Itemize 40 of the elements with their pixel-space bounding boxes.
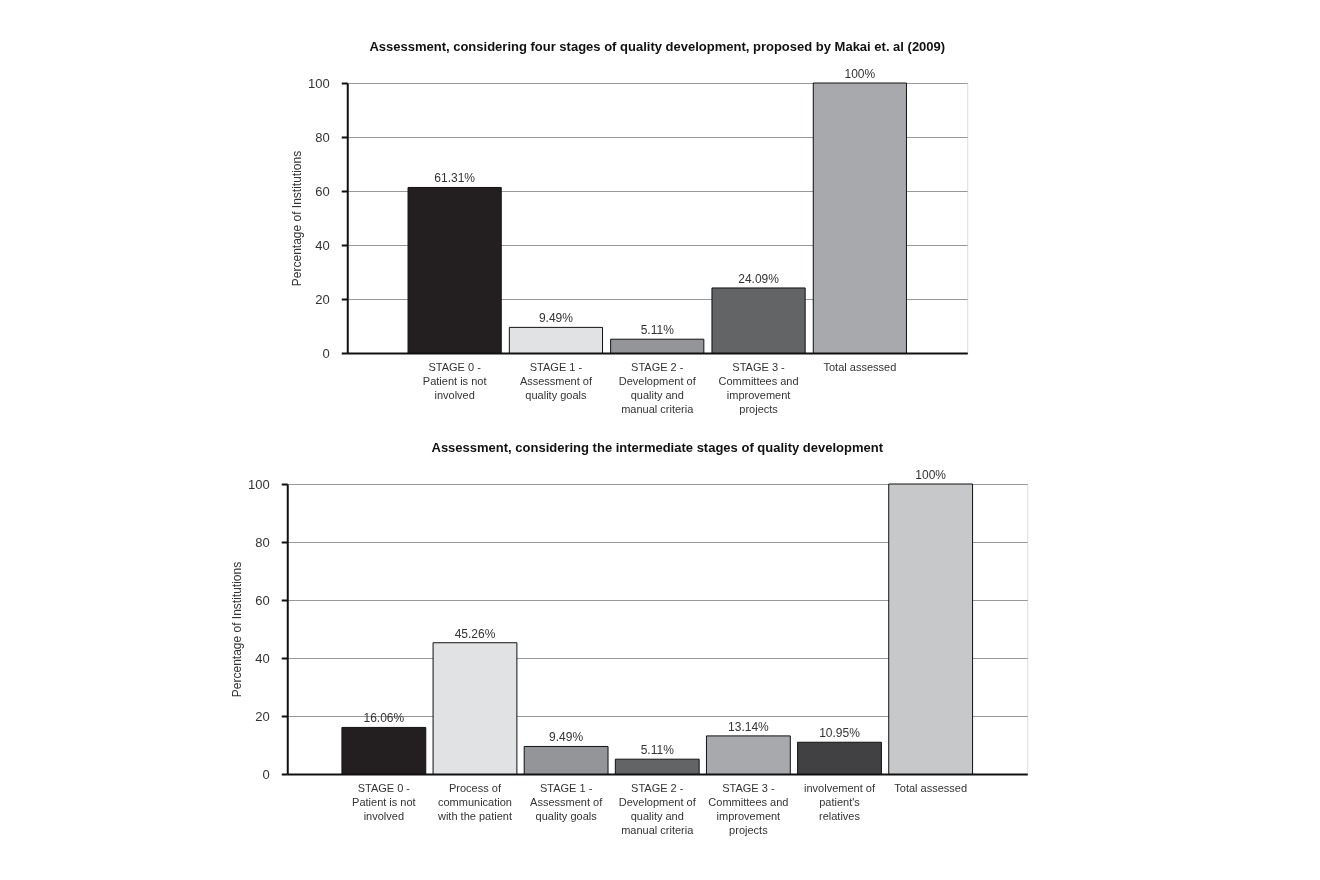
data-label: 9.49% <box>538 311 574 326</box>
data-label: 100% <box>915 468 947 482</box>
y-tick-label: 100 <box>308 75 330 91</box>
data-label: 13.14% <box>728 719 770 734</box>
x-tick-label: STAGE 1 - Assessment of quality goals <box>530 781 604 822</box>
y-tick-label: 80 <box>255 534 270 550</box>
chart-title: Assessment, considering the intermediate stages of quality development <box>431 440 884 455</box>
y-tick-label: 0 <box>322 345 330 361</box>
y-tick-label: 60 <box>255 592 270 608</box>
data-label: 61.31% <box>434 171 476 186</box>
chart-title: Assessment, considering four stages of quality development, proposed by Makai et. al (2009) <box>369 39 946 54</box>
x-tick-label: Total assessed <box>894 781 968 794</box>
y-tick-label: 20 <box>315 291 330 307</box>
x-tick-label: involvement of patient's relatives <box>804 781 876 822</box>
y-tick-label: 20 <box>255 708 270 724</box>
y-tick-label: 80 <box>315 129 330 145</box>
data-label: 5.11% <box>640 743 675 758</box>
x-tick-label: STAGE 0 - Patient is not involved <box>352 781 416 822</box>
y-axis-title: Percentage of Institutions <box>290 150 305 287</box>
y-axis-title: Percentage of Institutions <box>230 561 245 698</box>
y-tick-label: 100 <box>248 476 270 492</box>
data-label: 16.06% <box>363 711 405 726</box>
y-tick-label: 60 <box>315 183 330 199</box>
data-label: 5.11% <box>640 323 675 338</box>
x-tick-label: Process of communication with the patient <box>436 781 512 822</box>
y-tick-label: 40 <box>315 237 330 253</box>
x-tick-label: STAGE 2 - Development of quality and manual criteria <box>618 360 697 415</box>
data-label: 10.95% <box>819 726 861 741</box>
data-label: 45.26% <box>454 626 496 641</box>
x-tick-label: STAGE 3 - Committees and improvement projects <box>708 781 789 836</box>
x-tick-label: STAGE 1 - Assessment of quality goals <box>519 360 593 401</box>
x-tick-label: STAGE 0 - Patient is not involved <box>422 360 487 401</box>
y-tick-label: 40 <box>255 650 270 666</box>
data-label: 9.49% <box>549 730 584 745</box>
data-label: 100% <box>844 67 876 81</box>
x-tick-label: Total assessed <box>823 360 897 373</box>
y-tick-label: 0 <box>262 766 270 782</box>
x-tick-label: STAGE 3 - Committees and improvement projects <box>718 360 799 415</box>
x-tick-label: STAGE 2 - Development of quality and manual criteria <box>618 781 697 836</box>
data-label: 24.09% <box>738 271 780 286</box>
